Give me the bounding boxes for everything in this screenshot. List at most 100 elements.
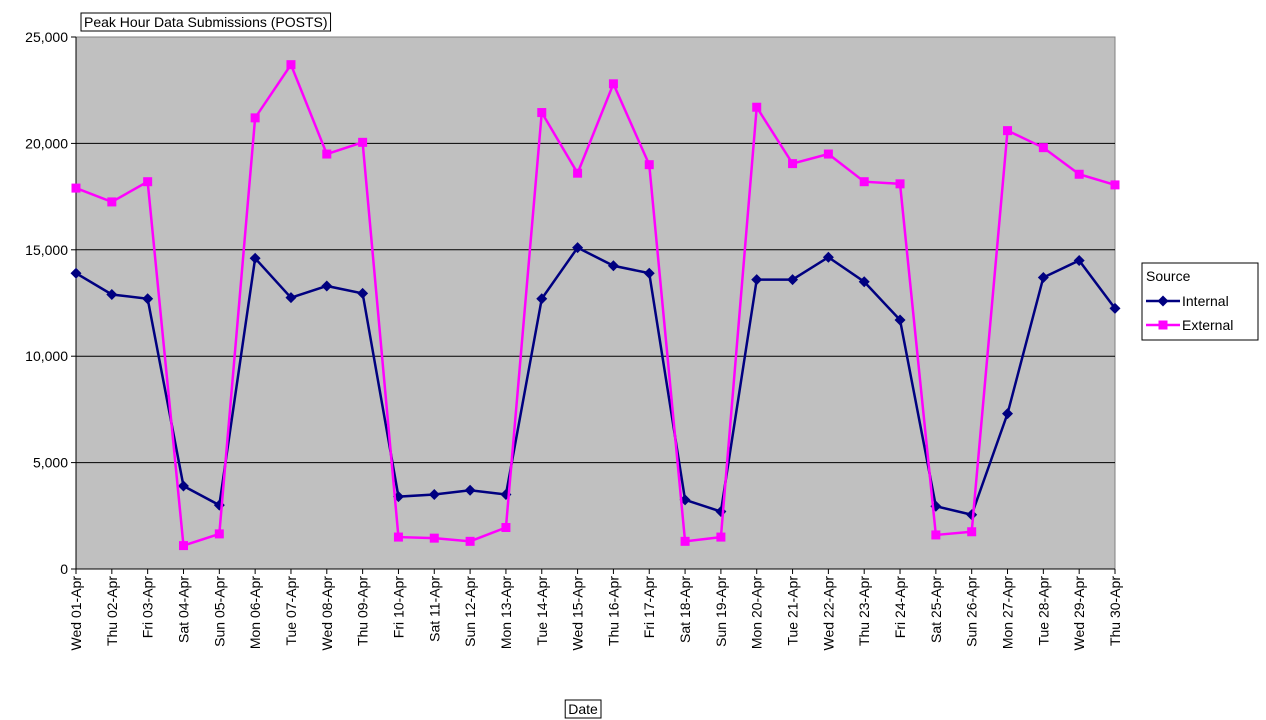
legend-title: Source — [1146, 268, 1191, 284]
x-tick-label: Thu 09-Apr — [355, 576, 371, 646]
point — [428, 489, 440, 501]
point — [142, 293, 154, 305]
x-title-box — [564, 699, 602, 719]
point — [967, 527, 977, 537]
x-tick-label: Fri 10-Apr — [390, 576, 406, 639]
point — [357, 287, 369, 299]
point — [858, 276, 870, 288]
point — [751, 274, 763, 286]
point — [143, 177, 153, 187]
series-line — [75, 62, 1116, 548]
point — [464, 484, 476, 496]
point — [250, 113, 260, 123]
point — [1003, 126, 1013, 136]
point — [465, 536, 475, 546]
x-tick-label: Thu 30-Apr — [1107, 576, 1123, 646]
x-tick-label: Thu 16-Apr — [605, 576, 621, 646]
point — [572, 242, 584, 254]
y-tick-label: 10,000 — [25, 348, 68, 364]
x-tick-label: Wed 15-Apr — [570, 576, 586, 651]
point — [537, 108, 547, 118]
x-tick-label: Mon 20-Apr — [749, 576, 765, 649]
point — [680, 536, 690, 546]
point — [177, 480, 189, 492]
point — [322, 149, 332, 159]
x-tick-label: Sun 05-Apr — [211, 576, 227, 647]
x-tick-label: Mon 27-Apr — [1000, 576, 1016, 649]
y-tick-label: 20,000 — [25, 135, 68, 151]
chart-title: Peak Hour Data Submissions (POSTS) — [84, 14, 328, 30]
point — [358, 137, 368, 147]
point — [214, 529, 224, 539]
point — [895, 179, 905, 189]
x-tick-label: Sun 26-Apr — [964, 576, 980, 647]
title-box — [80, 12, 332, 32]
point — [285, 292, 297, 304]
legend-label: External — [1182, 317, 1233, 333]
y-tick-label: 5,000 — [33, 455, 68, 471]
point — [859, 177, 869, 187]
x-tick-label: Thu 23-Apr — [856, 576, 872, 646]
point — [393, 532, 403, 542]
point — [1037, 271, 1049, 283]
x-tick-label: Sat 18-Apr — [677, 576, 693, 643]
x-tick-label: Sun 12-Apr — [462, 576, 478, 647]
point — [752, 102, 762, 112]
point — [286, 60, 296, 70]
point — [1074, 169, 1084, 179]
point — [71, 183, 81, 193]
x-tick-label: Fri 24-Apr — [892, 576, 908, 639]
point — [894, 314, 906, 326]
point — [1109, 302, 1121, 314]
point — [1110, 180, 1120, 190]
x-tick-label: Thu 02-Apr — [104, 576, 120, 646]
x-tick-label: Wed 22-Apr — [820, 576, 836, 651]
x-tick-label: Sat 04-Apr — [175, 576, 191, 643]
plot-area — [75, 36, 1116, 570]
x-tick-label: Tue 28-Apr — [1035, 576, 1051, 646]
point — [607, 260, 619, 272]
point — [716, 532, 726, 542]
x-axis-title: Date — [568, 701, 598, 717]
x-tick-label: Wed 08-Apr — [319, 576, 335, 651]
point — [573, 168, 583, 178]
point — [1038, 143, 1048, 153]
x-tick-label: Tue 07-Apr — [283, 576, 299, 646]
x-tick-label: Mon 06-Apr — [247, 576, 263, 649]
x-tick-label: Sat 11-Apr — [426, 576, 442, 642]
point — [501, 523, 511, 533]
point — [178, 541, 188, 551]
point — [788, 159, 798, 169]
point — [644, 160, 654, 170]
point — [608, 79, 618, 89]
point — [536, 293, 548, 305]
x-tick-label: Fri 03-Apr — [140, 576, 156, 639]
point — [823, 149, 833, 159]
point — [429, 533, 439, 543]
legend-label: Internal — [1182, 293, 1229, 309]
x-tick-label: Wed 01-Apr — [68, 576, 84, 651]
point — [931, 530, 941, 540]
x-tick-label: Sat 25-Apr — [928, 576, 944, 643]
point — [643, 267, 655, 279]
point — [321, 280, 333, 292]
y-tick-label: 15,000 — [25, 242, 68, 258]
point — [70, 267, 82, 279]
point — [249, 252, 261, 264]
y-tick-label: 0 — [60, 561, 68, 577]
point — [107, 197, 117, 207]
series-line — [75, 246, 1117, 517]
legend-marker — [1158, 320, 1168, 330]
x-tick-label: Sun 19-Apr — [713, 576, 729, 647]
point — [1002, 408, 1014, 420]
legend-marker — [1157, 295, 1169, 307]
x-tick-label: Tue 14-Apr — [534, 576, 550, 646]
point — [1073, 254, 1085, 266]
point — [822, 251, 834, 263]
point — [966, 509, 978, 521]
x-tick-label: Mon 13-Apr — [498, 576, 514, 649]
point — [106, 288, 118, 300]
x-tick-label: Tue 21-Apr — [785, 576, 801, 646]
